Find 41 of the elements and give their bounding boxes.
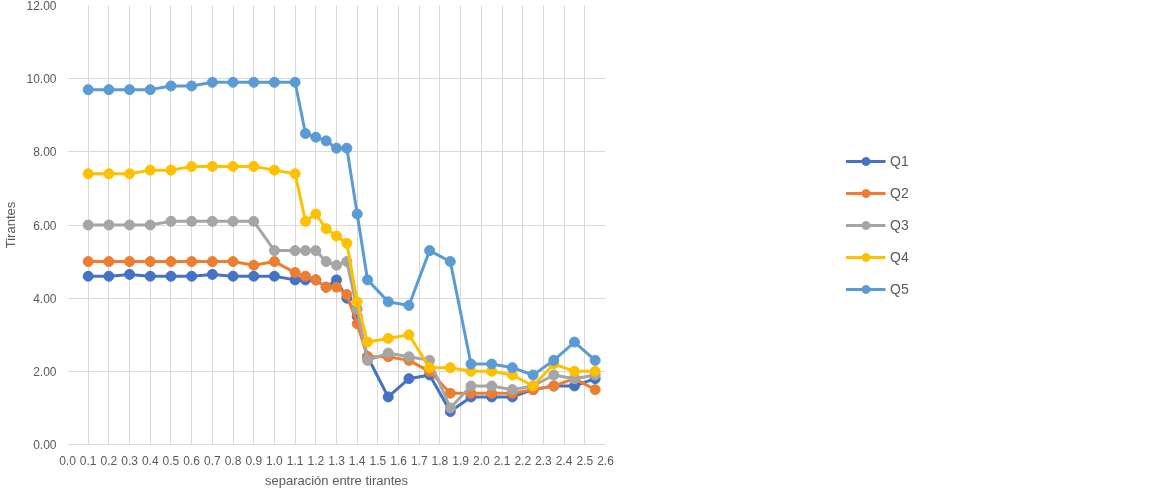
x-tick-label: 0.8 [224,453,242,468]
legend-label: Q1 [890,152,910,169]
x-tick-label: 1.4 [348,453,366,468]
x-tick-label: 1.7 [410,453,428,468]
y-tick-label: 2.00 [33,364,57,379]
x-tick-label: 2.3 [535,453,553,468]
y-tick-label: 10.00 [26,72,57,87]
legend-label: Q2 [890,184,910,201]
x-tick-label: 1.3 [328,453,346,468]
y-tick-label: 4.00 [33,291,57,306]
x-tick-label: 2.2 [514,453,532,468]
y-axis-title: Tirantes [3,201,19,249]
legend-label: Q5 [890,280,910,297]
x-tick-label: 0.0 [59,453,77,468]
y-tick-label: 8.00 [33,145,57,160]
x-tick-label: 0.2 [100,453,118,468]
x-tick-label: 2.1 [493,453,511,468]
x-tick-label: 1.6 [390,453,408,468]
y-tick-label: 6.00 [33,218,57,233]
x-tick-label: 0.9 [245,453,263,468]
y-tick-label: 12.00 [26,0,57,13]
x-tick-label: 0.1 [79,453,97,468]
x-tick-label: 0.4 [141,453,159,468]
y-tick-label: 0.00 [33,438,57,452]
x-tick-label: 2.6 [597,453,615,468]
legend-label: Q3 [890,216,910,233]
x-tick-label: 0.3 [121,453,139,468]
x-tick-label: 1.1 [286,453,304,468]
x-tick-label: 2.4 [555,453,573,468]
x-tick-label: 2.0 [473,453,491,468]
x-tick-label: 1.2 [307,453,325,468]
x-axis-title: separación entre tirantes [264,472,409,488]
x-tick-label: 0.7 [204,453,222,468]
x-tick-label: 1.0 [266,453,284,468]
legend-label: Q4 [890,248,910,265]
x-tick-label: 1.5 [369,453,387,468]
x-tick-label: 1.8 [431,453,449,468]
x-tick-label: 0.5 [162,453,180,468]
x-tick-label: 0.6 [183,453,201,468]
x-tick-label: 1.9 [452,453,470,468]
x-tick-label: 2.5 [576,453,594,468]
